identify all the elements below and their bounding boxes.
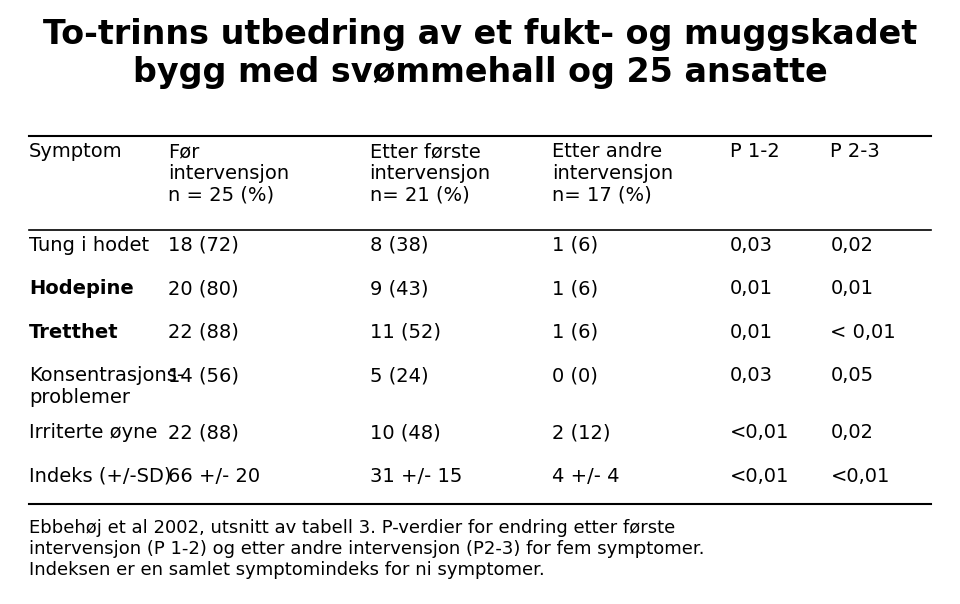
Text: 0,03: 0,03 <box>730 236 773 254</box>
Text: 18 (72): 18 (72) <box>168 236 239 254</box>
Text: Tung i hodet: Tung i hodet <box>29 236 149 254</box>
Text: Symptom: Symptom <box>29 142 123 161</box>
Text: 1 (6): 1 (6) <box>552 279 598 298</box>
Text: Irriterte øyne: Irriterte øyne <box>29 423 157 442</box>
Text: 14 (56): 14 (56) <box>168 366 239 385</box>
Text: 10 (48): 10 (48) <box>370 423 441 442</box>
Text: 1 (6): 1 (6) <box>552 323 598 341</box>
Text: Indeks (+/-SD): Indeks (+/-SD) <box>29 467 171 486</box>
Text: Ebbehøj et al 2002, utsnitt av tabell 3. P-verdier for endring etter første
inte: Ebbehøj et al 2002, utsnitt av tabell 3.… <box>29 519 705 579</box>
Text: 0,02: 0,02 <box>830 236 874 254</box>
Text: 20 (80): 20 (80) <box>168 279 239 298</box>
Text: Etter andre
intervensjon
n= 17 (%): Etter andre intervensjon n= 17 (%) <box>552 142 673 205</box>
Text: 1 (6): 1 (6) <box>552 236 598 254</box>
Text: Hodepine: Hodepine <box>29 279 133 298</box>
Text: Tretthet: Tretthet <box>29 323 118 341</box>
Text: 22 (88): 22 (88) <box>168 423 239 442</box>
Text: <0,01: <0,01 <box>730 423 789 442</box>
Text: 8 (38): 8 (38) <box>370 236 428 254</box>
Text: 31 +/- 15: 31 +/- 15 <box>370 467 462 486</box>
Text: Konsentrasjons-
problemer: Konsentrasjons- problemer <box>29 366 183 407</box>
Text: Etter første
intervensjon
n= 21 (%): Etter første intervensjon n= 21 (%) <box>370 142 491 205</box>
Text: P 2-3: P 2-3 <box>830 142 880 161</box>
Text: 66 +/- 20: 66 +/- 20 <box>168 467 260 486</box>
Text: 11 (52): 11 (52) <box>370 323 441 341</box>
Text: 0,02: 0,02 <box>830 423 874 442</box>
Text: To-trinns utbedring av et fukt- og muggskadet
bygg med svømmehall og 25 ansatte: To-trinns utbedring av et fukt- og muggs… <box>43 18 917 89</box>
Text: <0,01: <0,01 <box>830 467 890 486</box>
Text: 22 (88): 22 (88) <box>168 323 239 341</box>
Text: 5 (24): 5 (24) <box>370 366 428 385</box>
Text: < 0,01: < 0,01 <box>830 323 896 341</box>
Text: 0 (0): 0 (0) <box>552 366 598 385</box>
Text: 0,01: 0,01 <box>830 279 874 298</box>
Text: 0,05: 0,05 <box>830 366 874 385</box>
Text: 2 (12): 2 (12) <box>552 423 611 442</box>
Text: 0,03: 0,03 <box>730 366 773 385</box>
Text: 0,01: 0,01 <box>730 279 773 298</box>
Text: Før
intervensjon
n = 25 (%): Før intervensjon n = 25 (%) <box>168 142 289 205</box>
Text: 9 (43): 9 (43) <box>370 279 428 298</box>
Text: 0,01: 0,01 <box>730 323 773 341</box>
Text: 4 +/- 4: 4 +/- 4 <box>552 467 619 486</box>
Text: P 1-2: P 1-2 <box>730 142 780 161</box>
Text: <0,01: <0,01 <box>730 467 789 486</box>
